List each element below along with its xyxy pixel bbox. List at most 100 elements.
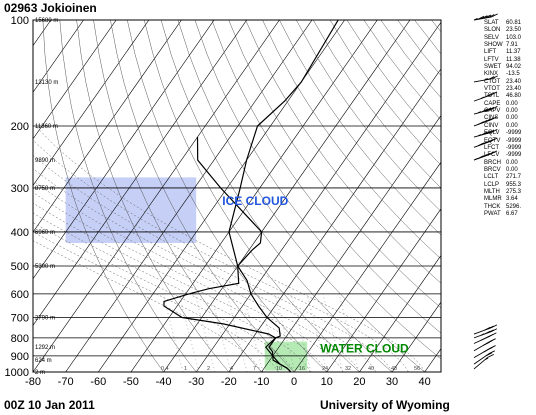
mixing-ratio-line: [258, 293, 280, 372]
index-value: 11.37: [506, 49, 521, 56]
wind-barb-flag: [477, 15, 485, 20]
index-row: VTOT 23.40: [484, 86, 521, 93]
temperature-tick-label: 30: [386, 376, 398, 388]
index-row: SWET 94.02: [484, 64, 521, 71]
index-name: PWAT: [484, 210, 501, 217]
index-row: CINS 0.00: [484, 115, 521, 122]
dry-adiabat: [160, 20, 393, 372]
mixing-ratio-line: [194, 293, 216, 372]
wind-barb-flag: [484, 130, 491, 135]
wind-barb-flag: [487, 129, 495, 134]
ice-cloud-box: [65, 177, 197, 243]
mixing-ratio-label: 48: [391, 366, 397, 372]
dry-adiabat: [127, 20, 327, 372]
index-row: CTOT 23.40: [484, 79, 521, 86]
index-row: CINV 0.00: [484, 123, 521, 130]
dry-adiabat: [262, 20, 441, 260]
index-value: 6.67: [506, 210, 518, 217]
wind-barb-half: [474, 158, 478, 161]
index-row: THCK 5296.: [484, 204, 521, 211]
dry-adiabat: [93, 20, 262, 372]
wind-barb-flag: [484, 107, 491, 112]
water-cloud-label: WATER CLOUD: [320, 341, 409, 355]
index-name: CINS: [484, 115, 499, 122]
pressure-tick-label: 300: [11, 183, 29, 195]
source-label: University of Wyoming: [320, 398, 450, 412]
plot-area: [33, 20, 441, 372]
height-label: 624 m: [35, 358, 52, 364]
ice-cloud-label: ICE CLOUD: [222, 194, 288, 208]
wind-barb-half: [480, 333, 485, 336]
height-label: 2790 m: [35, 315, 55, 321]
index-name: KINX: [484, 71, 499, 78]
wind-barb-half: [477, 134, 482, 137]
wind-barb-half: [484, 357, 489, 360]
dry-adiabat: [59, 20, 197, 372]
index-value: 0.00: [506, 166, 518, 173]
index-row: EQTV -9999: [484, 138, 521, 145]
index-row: BRCV 0.00: [484, 167, 521, 174]
height-label: 11360 m: [35, 124, 58, 130]
index-row: LCLP 955.3: [484, 182, 521, 189]
index-value: -9999: [506, 130, 522, 137]
index-value: -13.5: [506, 71, 520, 78]
wind-barb-half: [480, 338, 484, 341]
temperature-tick-label: -70: [58, 376, 74, 388]
mixing-ratio-label: 56: [414, 366, 420, 372]
temperature-tick-label: -20: [221, 376, 237, 388]
temperature-profile: [228, 20, 339, 372]
index-row: CAPE 0.00: [484, 101, 521, 108]
index-name: LIFT: [484, 49, 497, 56]
moist-adiabat: [33, 154, 393, 372]
index-row: LIFT 11.37: [484, 49, 521, 56]
dry-adiabat: [177, 20, 425, 372]
mixing-ratio-label: 1: [184, 366, 187, 372]
wind-barb-flag: [487, 353, 494, 358]
index-row: LFCT -9999: [484, 145, 521, 152]
isotherm: [33, 20, 215, 280]
index-row: MLTH 275.3: [484, 189, 521, 196]
moist-adiabat: [33, 168, 376, 372]
wind-barb-flag: [483, 335, 491, 340]
wind-barb-flag: [484, 326, 491, 331]
mixing-ratio-line: [274, 293, 296, 372]
index-value: 7.91: [506, 42, 518, 49]
mixing-ratio-line: [306, 293, 328, 372]
pressure-tick-label: 1000: [5, 367, 29, 379]
index-name: SLON: [484, 27, 501, 34]
mixing-ratio-label: 2: [207, 366, 210, 372]
index-value: -9999: [506, 152, 522, 159]
index-name: MLMR: [484, 196, 502, 203]
index-name: SWET: [484, 64, 502, 71]
temperature-tick-label: 20: [353, 376, 365, 388]
index-name: SHOW: [484, 42, 503, 49]
height-label: 1292 m: [35, 345, 55, 351]
dry-adiabat: [312, 20, 441, 189]
index-value: 60.81: [506, 20, 522, 26]
dry-adiabat: [245, 20, 441, 284]
wind-barb-flag: [484, 93, 491, 98]
wind-barb-flag: [484, 14, 492, 19]
index-value: 275.3: [506, 188, 522, 195]
wind-barb-half: [474, 18, 478, 21]
dry-adiabat: [228, 20, 441, 309]
mixing-ratio-line: [322, 293, 344, 372]
isotherm: [261, 115, 441, 372]
index-value: 0.00: [506, 159, 518, 166]
wind-barb-flag: [483, 341, 490, 346]
index-value: 23.40: [506, 86, 522, 93]
index-row: LFCV -9999: [484, 152, 521, 159]
wind-barb-flag: [481, 108, 488, 113]
index-value: 5296.: [506, 203, 522, 210]
isotherm: [33, 20, 182, 233]
index-name: LFTV: [484, 56, 499, 63]
index-row: KINX -13.5: [484, 71, 521, 78]
index-name: LCLT: [484, 174, 499, 181]
index-row: LCLT 271.7: [484, 174, 521, 181]
height-label: 5300 m: [35, 264, 55, 270]
index-name: BRCH: [484, 159, 502, 166]
pressure-tick-label: 600: [11, 289, 29, 301]
index-value: -9999: [506, 144, 522, 151]
height-label: 8750 m: [35, 186, 55, 192]
pressure-tick-label: 400: [11, 227, 29, 239]
